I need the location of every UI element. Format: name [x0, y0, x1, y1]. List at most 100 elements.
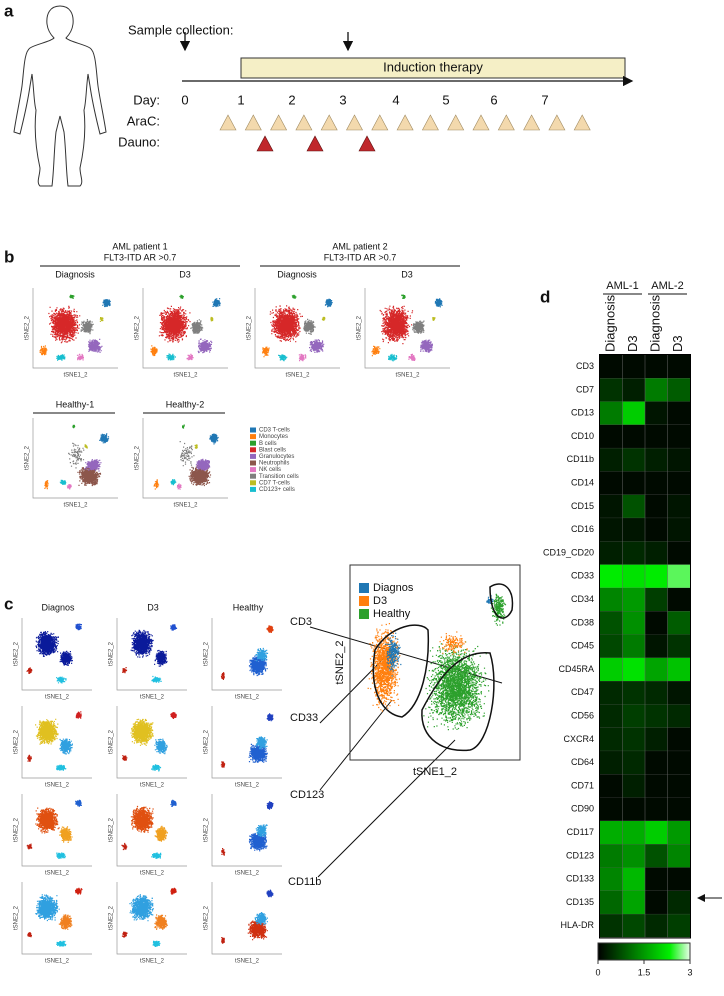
scatter-cloud: [324, 298, 333, 308]
scatter-cloud: [102, 299, 111, 308]
axis: [21, 618, 92, 691]
scatter-cloud: [80, 319, 94, 335]
heatmap-cell: [645, 751, 668, 775]
heatmap-cell: [667, 657, 690, 682]
scatter-cloud: [158, 305, 191, 343]
legend-swatch: [250, 434, 256, 440]
legend-label: Diagnos: [373, 582, 414, 594]
row-label: CD45: [571, 641, 594, 651]
scatter-cloud: [490, 593, 507, 626]
scatter-cloud: [75, 887, 83, 895]
scatter-cloud: [247, 920, 268, 941]
heatmap-cell: [645, 844, 668, 868]
scatter-cloud: [221, 848, 226, 856]
heatmap-cell: [622, 424, 645, 449]
scatter-cloud: [56, 676, 67, 684]
heatmap-cell: [667, 797, 690, 821]
x-axis-label: tSNE1_2: [140, 695, 165, 701]
x-axis-label: tSNE1_2: [63, 503, 88, 509]
scatter-cloud: [210, 316, 214, 322]
scatter-cloud: [99, 433, 110, 444]
heatmap-cell: [622, 704, 645, 728]
marker-label: CD3: [290, 616, 312, 628]
day-tick-label: 2: [288, 92, 295, 107]
heatmap-cell: [600, 681, 623, 705]
y-axis-label: tSNE2_2: [109, 641, 115, 666]
x-axis-label: tSNE1_2: [413, 766, 457, 778]
scatter-cloud: [248, 743, 268, 763]
y-axis-label: tSNE2_2: [14, 641, 20, 666]
heatmap-cell: [645, 378, 668, 402]
x-axis-label: tSNE1_2: [140, 783, 165, 789]
scatter-cloud: [35, 631, 59, 657]
axis: [211, 882, 282, 955]
row-label: CD71: [571, 780, 594, 790]
heatmap-cell: [622, 751, 645, 775]
heatmap-cell: [622, 355, 645, 379]
scatter-cloud: [303, 318, 316, 335]
heatmap-cell: [667, 424, 690, 449]
heatmap-cell: [667, 588, 690, 612]
row-label: CD38: [571, 617, 594, 627]
day-label: Day:: [133, 92, 160, 107]
group-subtitle: FLT3-ITD AR >0.7: [324, 252, 397, 262]
group-label: AML-1: [606, 280, 638, 292]
heatmap-cell: [667, 821, 690, 845]
plot-title: D3: [179, 269, 191, 279]
x-axis-label: tSNE1_2: [45, 959, 70, 965]
scatter-cloud: [75, 711, 82, 719]
heatmap-cell: [600, 844, 623, 868]
heatmap-cell: [622, 611, 645, 635]
scatter-cloud: [209, 433, 219, 445]
y-axis-label: tSNE2_2: [204, 729, 210, 754]
heatmap-cell: [600, 751, 623, 775]
heatmap-cell: [600, 448, 623, 472]
scatter-cloud: [255, 736, 268, 750]
y-axis-label: tSNE2_2: [204, 905, 210, 930]
heatmap-cell: [645, 611, 668, 635]
scatter-cloud: [130, 805, 154, 833]
colorbar-tick-label: 1.5: [638, 967, 651, 977]
axis: [211, 706, 282, 779]
marker-label: CD11b: [288, 876, 321, 888]
day-tick-label: 6: [490, 92, 497, 107]
scatter-cloud: [255, 647, 269, 662]
heatmap-cell: [622, 401, 645, 425]
legend-swatch: [359, 609, 369, 619]
scatter-cloud: [254, 912, 268, 926]
arac-dose: [244, 114, 262, 131]
scatter-cloud: [121, 842, 128, 851]
scatter-cloud: [68, 442, 85, 469]
heatmap-cell: [645, 890, 668, 915]
axis: [254, 288, 340, 369]
axis: [21, 882, 92, 955]
legend-label: B cells: [259, 441, 277, 447]
arac-dose: [371, 114, 389, 131]
heatmap-cell: [667, 541, 690, 565]
heatmap-cell: [622, 727, 645, 752]
row-label: CD13: [571, 408, 594, 418]
y-axis-label: tSNE2_2: [247, 315, 253, 340]
heatmap-cell: [645, 494, 668, 519]
heatmap-cell: [622, 541, 645, 565]
panel-label: d: [540, 287, 550, 306]
heatmap-cell: [645, 797, 668, 821]
y-axis-label: tSNE2_2: [357, 315, 363, 340]
heatmap-cell: [622, 914, 645, 938]
axis: [21, 706, 92, 779]
column-label: Diagnosis: [648, 294, 663, 352]
row-label: CD7: [576, 384, 594, 394]
panel-label: b: [4, 247, 14, 266]
colorbar: [597, 942, 691, 961]
axis: [211, 794, 282, 867]
scatter-cloud: [26, 843, 33, 850]
heatmap-cell: [645, 401, 668, 425]
scatter-cloud: [129, 894, 154, 922]
axis: [116, 706, 187, 779]
scatter-cloud: [59, 738, 73, 755]
heatmap-cell: [667, 844, 690, 868]
scatter-cloud: [220, 761, 226, 768]
group-title: AML patient 2: [332, 241, 387, 251]
column-label: D3: [625, 335, 640, 352]
